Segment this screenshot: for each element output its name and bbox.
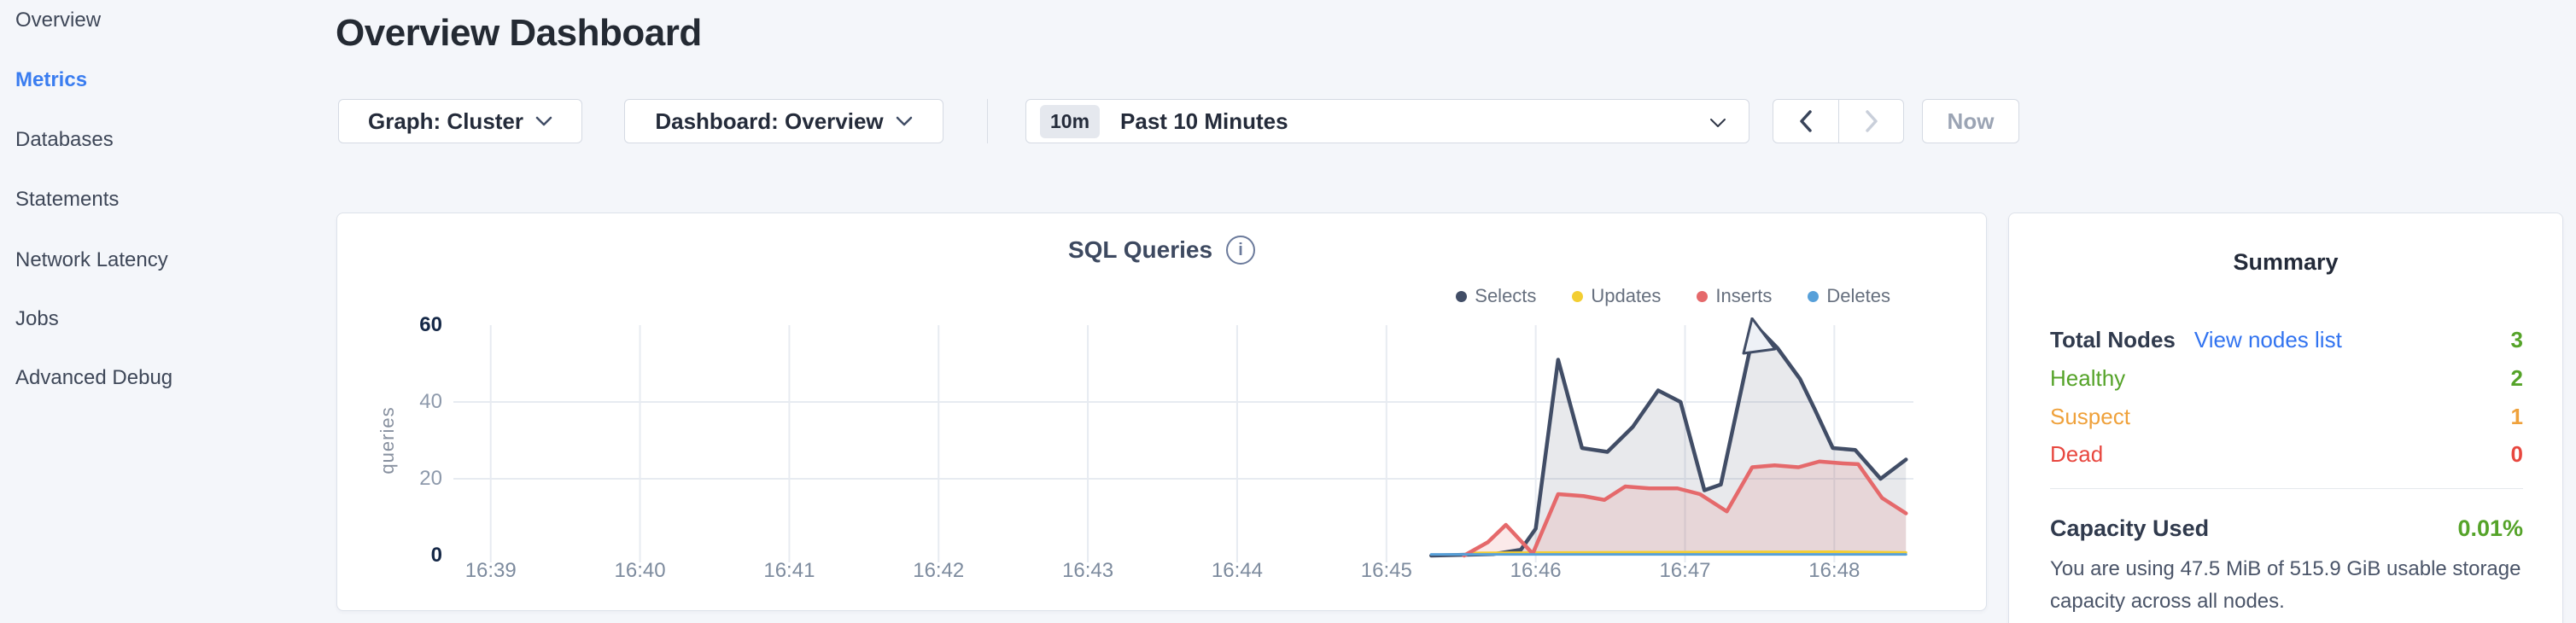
dead-label: Dead xyxy=(2050,440,2104,467)
healthy-nodes-row: Healthy 2 xyxy=(2050,364,2523,393)
time-range-badge: 10m xyxy=(1040,104,1101,138)
legend-item-selects[interactable]: Selects xyxy=(1456,285,1536,307)
capacity-used-value: 0.01% xyxy=(2457,515,2523,541)
chart-title-row: SQL Queries i xyxy=(337,236,1986,265)
summary-divider xyxy=(2050,488,2523,489)
summary-title: Summary xyxy=(2233,249,2339,275)
chevron-down-icon xyxy=(896,116,912,126)
toolbar-divider xyxy=(987,99,988,143)
chevron-left-icon xyxy=(1800,110,1812,132)
chevron-down-icon xyxy=(535,116,552,126)
summary-panel: Summary Total Nodes View nodes list 3 He… xyxy=(2008,213,2563,623)
healthy-value: 2 xyxy=(2510,364,2523,391)
graph-dropdown[interactable]: Graph: Cluster xyxy=(338,99,582,143)
time-prev-button[interactable] xyxy=(1773,100,1838,143)
x-tick-label: 16:48 xyxy=(1808,559,1860,582)
x-tick-label: 16:47 xyxy=(1659,559,1711,582)
capacity-row: Capacity Used 0.01% xyxy=(2050,514,2523,543)
graph-dropdown-label: Graph: Cluster xyxy=(367,108,524,134)
legend-label: Deletes xyxy=(1826,285,1890,306)
chevron-down-icon xyxy=(1710,119,1726,127)
x-tick-label: 16:41 xyxy=(763,559,815,582)
legend-item-deletes[interactable]: Deletes xyxy=(1808,285,1890,307)
x-tick-label: 16:46 xyxy=(1510,559,1562,582)
sidebar-item-statements[interactable]: Statements xyxy=(15,188,120,211)
total-nodes-row: Total Nodes View nodes list 3 xyxy=(2050,325,2523,354)
healthy-label: Healthy xyxy=(2050,364,2126,391)
x-tick-label: 16:40 xyxy=(614,559,666,582)
sidebar-item-databases[interactable]: Databases xyxy=(15,128,114,151)
legend-dot-icon xyxy=(1808,290,1820,302)
time-pager xyxy=(1773,99,1904,143)
sidebar: Overview Metrics Databases Statements Ne… xyxy=(0,0,335,623)
x-axis-labels: 16:39 16:40 16:41 16:42 16:43 16:44 16:45 16:46… xyxy=(453,559,1913,588)
dashboard-dropdown[interactable]: Dashboard: Overview xyxy=(624,99,943,143)
x-tick-label: 16:39 xyxy=(464,559,517,582)
legend-item-inserts[interactable]: Inserts xyxy=(1697,285,1772,307)
page-title: Overview Dashboard xyxy=(336,12,702,54)
y-tick-label: 60 xyxy=(419,313,442,336)
x-tick-label: 16:45 xyxy=(1360,559,1412,582)
chart-title: SQL Queries xyxy=(1067,236,1213,263)
suspect-value: 1 xyxy=(2510,403,2523,429)
y-axis-title: queries xyxy=(377,406,398,475)
chart-plot[interactable] xyxy=(453,325,1913,566)
x-tick-label: 16:42 xyxy=(913,559,965,582)
total-nodes-value: 3 xyxy=(2510,326,2523,352)
sidebar-item-advanced-debug[interactable]: Advanced Debug xyxy=(15,366,173,389)
suspect-nodes-row: Suspect 1 xyxy=(2050,402,2523,431)
sidebar-item-jobs[interactable]: Jobs xyxy=(15,307,59,330)
sidebar-item-overview[interactable]: Overview xyxy=(15,9,102,32)
time-range-label: Past 10 Minutes xyxy=(1120,108,1288,134)
y-tick-label: 40 xyxy=(419,390,442,413)
now-button[interactable]: Now xyxy=(1922,99,2019,143)
sidebar-item-metrics[interactable]: Metrics xyxy=(15,68,88,91)
legend-dot-icon xyxy=(1697,290,1709,302)
x-tick-label: 16:44 xyxy=(1211,559,1263,582)
legend-dot-icon xyxy=(1572,290,1584,302)
dashboard-dropdown-label: Dashboard: Overview xyxy=(655,108,884,134)
chart-legend: Selects Updates Inserts Deletes xyxy=(1456,285,1890,307)
legend-label: Updates xyxy=(1591,285,1662,306)
y-tick-label: 0 xyxy=(430,544,442,567)
sidebar-item-network-latency[interactable]: Network Latency xyxy=(15,248,168,271)
suspect-label: Suspect xyxy=(2050,403,2130,429)
dead-value: 0 xyxy=(2510,440,2523,467)
info-icon[interactable]: i xyxy=(1226,236,1256,265)
dead-nodes-row: Dead 0 xyxy=(2050,440,2523,469)
legend-item-updates[interactable]: Updates xyxy=(1572,285,1661,307)
view-nodes-list-link[interactable]: View nodes list xyxy=(2193,326,2342,352)
capacity-used-label: Capacity Used xyxy=(2050,515,2210,541)
x-tick-label: 16:43 xyxy=(1062,559,1114,582)
sql-queries-chart-panel: SQL Queries i Selects Updates Inserts Delet… xyxy=(336,213,1987,611)
time-range-dropdown[interactable]: 10m Past 10 Minutes xyxy=(1025,99,1749,143)
legend-label: Inserts xyxy=(1715,285,1773,306)
capacity-caption: You are using 47.5 MiB of 515.9 GiB usab… xyxy=(2050,557,2521,613)
legend-label: Selects xyxy=(1475,285,1537,306)
time-next-button[interactable] xyxy=(1838,100,1903,143)
chevron-right-icon xyxy=(1865,110,1878,132)
total-nodes-label: Total Nodes xyxy=(2050,326,2176,352)
legend-dot-icon xyxy=(1456,290,1468,302)
y-tick-label: 20 xyxy=(419,467,442,490)
